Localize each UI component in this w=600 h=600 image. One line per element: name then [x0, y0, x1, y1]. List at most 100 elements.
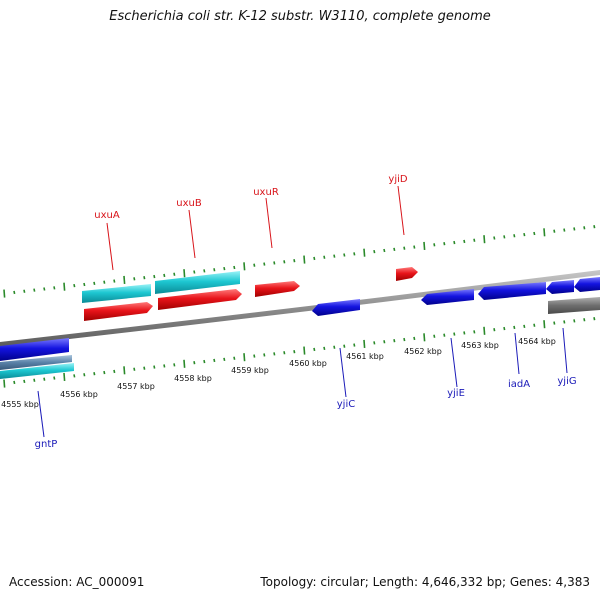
upper-track-major-tick [123, 275, 126, 285]
axis-label-4562: 4562 kbp [404, 347, 442, 356]
gene-uxuB-operon-bar[interactable] [155, 271, 240, 294]
gene-label-yjiC: yjiC [337, 399, 355, 410]
lower-track-minor-tick [273, 352, 276, 356]
gene-gntP-arrow[interactable] [0, 338, 69, 361]
upper-track-minor-tick [553, 229, 556, 233]
upper-track-minor-tick [583, 226, 586, 230]
lower-track-minor-tick [553, 321, 556, 325]
upper-track-minor-tick [463, 239, 466, 244]
upper-track-minor-tick [473, 238, 476, 242]
lower-track-minor-tick [173, 363, 176, 367]
gene-yjiE-arrow[interactable] [421, 289, 474, 305]
upper-track-minor-tick [13, 290, 16, 295]
lower-track-minor-tick [563, 320, 566, 324]
lower-track-minor-tick [163, 364, 166, 368]
lower-track-minor-tick [503, 326, 506, 331]
genome-summary-text: Topology: circular; Length: 4,646,332 bp… [260, 575, 590, 589]
gene-label-iadA: iadA [508, 379, 530, 390]
axis-label-4561: 4561 kbp [346, 352, 384, 361]
lower-track-minor-tick [103, 370, 106, 375]
lower-track-minor-tick [523, 324, 526, 329]
upper-track-minor-tick [503, 235, 506, 239]
chromosome-backbone [0, 270, 600, 347]
lower-track-minor-tick [143, 366, 146, 370]
lower-track-minor-tick [233, 356, 236, 360]
lower-track-minor-tick [133, 367, 136, 371]
gene-label-yjiG: yjiG [557, 376, 576, 387]
axis-label-4556: 4556 kbp [60, 390, 98, 399]
lower-track-minor-tick [473, 330, 476, 334]
upper-track-minor-tick [433, 243, 436, 247]
upper-track-major-tick [3, 289, 6, 298]
lower-track-major-tick [303, 346, 306, 355]
lower-track-minor-tick [513, 325, 516, 330]
upper-track-minor-tick [163, 273, 166, 278]
gene-iadA-arrow[interactable] [478, 282, 546, 300]
axis-label-4555: 4555 kbp [1, 400, 39, 409]
upper-track-minor-tick [343, 253, 346, 257]
lower-track-major-tick [363, 339, 366, 349]
upper-track-minor-tick [393, 247, 396, 252]
lower-track-major-tick [543, 320, 546, 329]
lower-track-minor-tick [53, 376, 56, 380]
lower-track-minor-tick [203, 359, 206, 364]
lower-track-minor-tick [453, 332, 456, 336]
upper-track-minor-tick [443, 242, 446, 246]
gene-yjiG-gray-bar[interactable] [548, 297, 600, 314]
forward-gene-labels: uxuA uxuB uxuR yjiD [94, 174, 408, 271]
gene-uxuA-arrow[interactable] [84, 302, 153, 321]
upper-track-minor-tick [113, 279, 116, 283]
lower-track-major-tick [183, 359, 186, 368]
upper-track-minor-tick [203, 269, 206, 273]
axis-label-4558: 4558 kbp [174, 374, 212, 383]
upper-track-major-tick [303, 255, 306, 264]
gene-uxuB-arrow[interactable] [158, 289, 242, 310]
upper-track-minor-tick [283, 260, 286, 264]
gene-yjiF-arrow[interactable] [546, 280, 574, 294]
gene-yjiD-arrow[interactable] [396, 267, 418, 281]
gene-yjiC-arrow[interactable] [312, 299, 360, 316]
lower-track-minor-tick [413, 336, 416, 341]
upper-track-minor-tick [273, 261, 276, 265]
gene-uxuR-arrow[interactable] [255, 281, 300, 297]
upper-track-minor-tick [453, 240, 456, 245]
lower-track-minor-tick [573, 319, 576, 323]
upper-track-minor-tick [53, 286, 56, 290]
lower-track-minor-tick [43, 377, 46, 381]
upper-track-major-tick [423, 241, 426, 251]
lower-track-minor-tick [533, 323, 536, 327]
upper-track-minor-tick [333, 254, 336, 258]
lower-track-major-tick [483, 326, 486, 335]
lower-track-major-tick [423, 333, 426, 342]
lower-track-minor-tick [193, 361, 196, 365]
lower-track-minor-tick [443, 333, 446, 337]
upper-track-minor-tick [213, 268, 216, 272]
gene-uxuA-operon-bar[interactable] [82, 284, 151, 303]
lower-track-minor-tick [313, 347, 316, 352]
gene-gntP-bar-steel[interactable] [0, 355, 72, 370]
upper-track-minor-tick [533, 231, 536, 236]
upper-track-major-tick [243, 262, 246, 271]
lower-track-major-tick [63, 372, 66, 382]
lower-track-minor-tick [593, 317, 596, 321]
upper-track-minor-tick [523, 232, 526, 237]
upper-track-major-tick [183, 269, 186, 278]
lower-track-minor-tick [333, 345, 336, 349]
lower-track-minor-tick [373, 341, 376, 345]
gene-label-yjiD: yjiD [388, 174, 407, 185]
accession-text: Accession: AC_000091 [9, 575, 145, 589]
upper-track-minor-tick [23, 289, 26, 293]
axis-label-4560: 4560 kbp [289, 359, 327, 368]
gene-label-uxuR: uxuR [253, 187, 279, 198]
gene-label-yjiE: yjiE [447, 388, 465, 399]
lower-track-minor-tick [353, 343, 356, 347]
gene-gntP-bar-cyan[interactable] [0, 363, 74, 379]
lower-track-minor-tick [393, 339, 396, 343]
upper-track-minor-tick [293, 259, 296, 263]
gene-yjiG-arrow[interactable] [574, 277, 600, 292]
lower-track-minor-tick [293, 350, 296, 354]
upper-track-minor-tick [573, 227, 576, 231]
upper-track-minor-tick [313, 256, 316, 261]
upper-track-minor-tick [223, 266, 226, 271]
lower-track-minor-tick [493, 328, 496, 332]
